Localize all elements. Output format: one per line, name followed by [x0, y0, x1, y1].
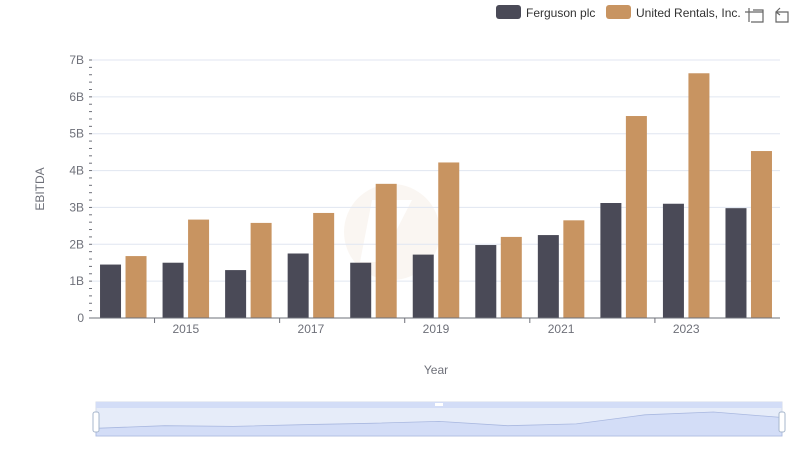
- x-axis: 2015 2017 2019 2021 2023: [92, 317, 780, 336]
- y-axis: 0 1B 2B 3B 4B 5B 6B 7B: [69, 53, 92, 325]
- data-zoom-drag-grip[interactable]: [435, 403, 443, 406]
- x-tick-label: 2015: [172, 322, 199, 336]
- y-tick-label: 7B: [69, 53, 84, 67]
- bar-united-rentals-2014: [125, 256, 147, 318]
- bar-ferguson-2014: [100, 264, 122, 318]
- bars: [100, 73, 772, 318]
- bar-united-rentals-2015: [188, 219, 210, 318]
- bar-ferguson-2022: [600, 203, 622, 318]
- legend-swatch-united-rentals: [606, 5, 631, 19]
- legend: Ferguson plc United Rentals, Inc.: [496, 5, 741, 20]
- bar-united-rentals-2022: [625, 116, 647, 318]
- bar-united-rentals-2020: [500, 236, 522, 318]
- x-tick-label: 2017: [298, 322, 325, 336]
- y-tick-label: 0: [77, 311, 84, 325]
- legend-item-united-rentals[interactable]: United Rentals, Inc.: [606, 5, 741, 20]
- bar-united-rentals-2016: [250, 222, 272, 318]
- legend-label-ferguson: Ferguson plc: [526, 6, 595, 20]
- bar-ferguson-2018: [350, 262, 372, 318]
- x-tick-label: 2023: [673, 322, 700, 336]
- x-tick-label: 2021: [548, 322, 575, 336]
- bar-united-rentals-2024: [750, 151, 772, 318]
- legend-swatch-ferguson: [496, 5, 521, 19]
- bar-ferguson-2020: [475, 245, 497, 318]
- y-tick-label: 5B: [69, 127, 84, 141]
- y-tick-label: 1B: [69, 274, 84, 288]
- zoom-icon[interactable]: [745, 8, 764, 23]
- y-tick-label: 3B: [69, 200, 84, 214]
- y-tick-label: 4B: [69, 164, 84, 178]
- data-zoom-handle-left[interactable]: [92, 411, 100, 433]
- y-tick-label: 6B: [69, 90, 84, 104]
- bar-united-rentals-2019: [438, 162, 460, 318]
- data-zoom-preview-line: [95, 411, 783, 437]
- bar-ferguson-2017: [287, 253, 309, 318]
- bar-ferguson-2024: [725, 208, 747, 318]
- bar-united-rentals-2018: [375, 183, 397, 318]
- restore-icon[interactable]: [775, 7, 789, 23]
- bar-united-rentals-2023: [688, 73, 710, 318]
- x-axis-title: Year: [424, 363, 448, 377]
- bar-united-rentals-2017: [313, 212, 335, 318]
- bar-ferguson-2021: [537, 235, 559, 318]
- legend-label-united-rentals: United Rentals, Inc.: [636, 6, 741, 20]
- y-axis-title: EBITDA: [33, 167, 47, 210]
- legend-item-ferguson[interactable]: Ferguson plc: [496, 5, 595, 20]
- bar-ferguson-2016: [225, 270, 247, 318]
- y-tick-label: 2B: [69, 237, 84, 251]
- bar-united-rentals-2021: [563, 220, 585, 318]
- bar-ferguson-2019: [412, 254, 434, 318]
- bar-ferguson-2023: [662, 203, 684, 318]
- data-zoom-slider[interactable]: [92, 401, 786, 437]
- x-tick-label: 2019: [423, 322, 450, 336]
- bar-ferguson-2015: [162, 262, 184, 318]
- data-zoom-handle-right[interactable]: [778, 411, 786, 433]
